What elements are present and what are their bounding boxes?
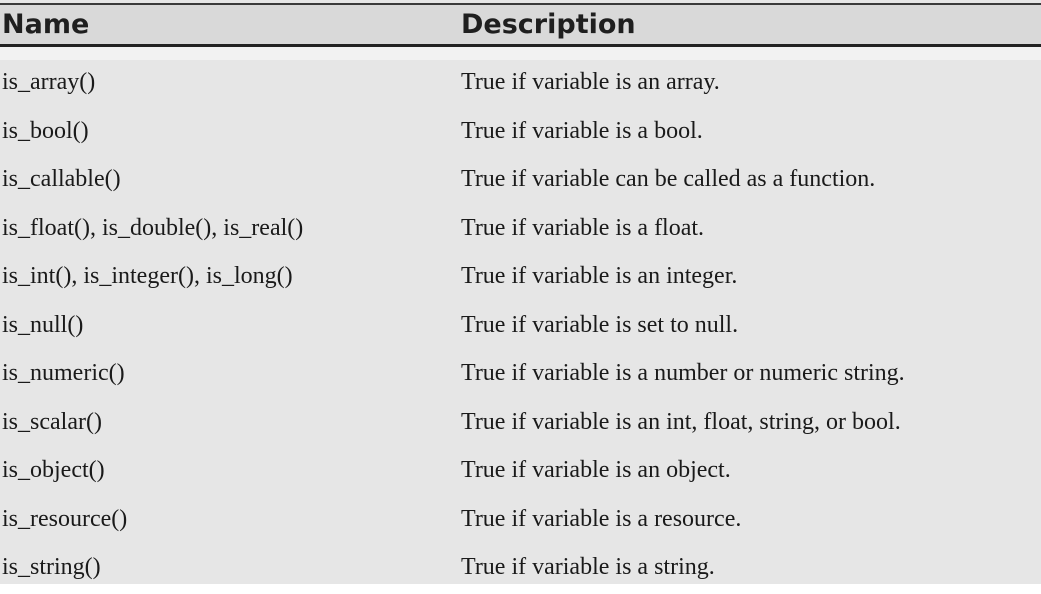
table-row: is_callable() True if variable can be ca…: [0, 157, 1041, 206]
table-body: is_array() True if variable is an array.…: [0, 60, 1041, 594]
function-name-cell: is_string(): [2, 554, 101, 580]
description-cell: True if variable is an object.: [461, 457, 731, 483]
header-description: Description: [461, 9, 636, 40]
description-cell: True if variable is a bool.: [461, 117, 703, 144]
function-name-cell: is_numeric(): [2, 360, 125, 386]
header-name: Name: [2, 9, 90, 40]
table-row: is_float(), is_double(), is_real() True …: [0, 206, 1041, 255]
table-row: is_int(), is_integer(), is_long() True i…: [0, 254, 1041, 303]
description-cell: True if variable is an array.: [461, 69, 720, 95]
description-cell: True if variable is a resource.: [461, 505, 742, 532]
table-row: is_array() True if variable is an array.: [0, 60, 1041, 109]
function-name-cell: is_scalar(): [2, 408, 102, 435]
description-cell: True if variable is a number or numeric …: [461, 360, 905, 386]
table-row: is_null() True if variable is set to nul…: [0, 303, 1041, 352]
table-row: is_object() True if variable is an objec…: [0, 448, 1041, 497]
table-row: is_string() True if variable is a string…: [0, 545, 1041, 594]
function-name-cell: is_bool(): [2, 117, 89, 144]
description-cell: True if variable is an integer.: [461, 263, 738, 289]
table-row: is_bool() True if variable is a bool.: [0, 109, 1041, 158]
header-rule: [0, 44, 1041, 47]
function-name-cell: is_null(): [2, 311, 84, 338]
function-name-cell: is_callable(): [2, 166, 121, 192]
description-cell: True if variable can be called as a func…: [461, 166, 876, 192]
function-name-cell: is_array(): [2, 69, 96, 95]
table-header: [0, 5, 1041, 44]
top-rule: [0, 3, 1041, 5]
description-cell: True if variable is a float.: [461, 214, 705, 241]
description-cell: True if variable is an int, float, strin…: [461, 408, 901, 435]
description-cell: True if variable is a string.: [461, 554, 715, 580]
function-name-cell: is_int(), is_integer(), is_long(): [2, 263, 293, 289]
table-row: is_scalar() True if variable is an int, …: [0, 400, 1041, 449]
table-row: is_resource() True if variable is a reso…: [0, 497, 1041, 546]
function-name-cell: is_float(), is_double(), is_real(): [2, 214, 304, 241]
header-spacer: [0, 47, 1041, 60]
description-cell: True if variable is set to null.: [461, 311, 739, 338]
function-name-cell: is_object(): [2, 457, 105, 483]
function-name-cell: is_resource(): [2, 505, 128, 532]
table-row: is_numeric() True if variable is a numbe…: [0, 351, 1041, 400]
